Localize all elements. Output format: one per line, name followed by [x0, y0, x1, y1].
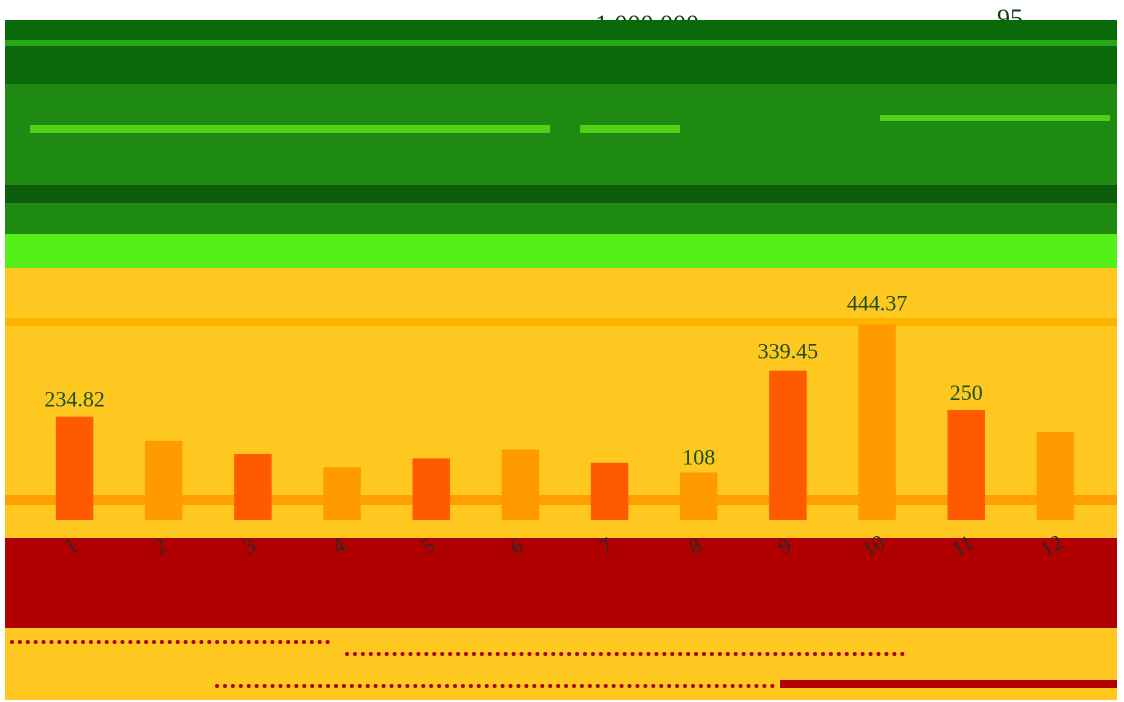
- red-dotted-line-2: [345, 620, 905, 628]
- green-stripe-3: [580, 125, 680, 133]
- yellow-stripe-1: [5, 318, 1117, 326]
- x-tick-label: 2: [149, 532, 171, 559]
- x-tick-label: 7: [595, 532, 617, 559]
- x-tick-label: 6: [506, 532, 528, 559]
- bar-2: [145, 440, 183, 520]
- data-label: 250: [950, 380, 983, 405]
- x-tick-label: 12: [1036, 529, 1068, 562]
- yellow-band: [5, 268, 1117, 538]
- x-tick-label: 4: [327, 532, 349, 559]
- data-label: 234.82: [44, 387, 105, 412]
- bar-8: [680, 472, 718, 520]
- green-stripe-5: [5, 185, 1117, 203]
- x-tick-label: 5: [416, 532, 438, 559]
- x-tick-label: 10: [858, 529, 890, 562]
- bar-11: [947, 410, 985, 520]
- red-dotted-line-3: [345, 652, 905, 660]
- bar-1: [55, 416, 94, 520]
- green-mid-band: [5, 84, 1117, 234]
- green-dark-band: [5, 20, 1117, 84]
- data-label: 339.45: [758, 339, 819, 364]
- green-light-band: [5, 234, 1117, 268]
- green-stripe-2: [30, 125, 550, 133]
- red-band: [5, 538, 1117, 628]
- bar-3: [234, 454, 272, 520]
- green-stripe-4: [880, 115, 1110, 121]
- bar-9: [769, 370, 807, 520]
- red-dotted-line-4: [215, 684, 775, 692]
- data-label: 108: [682, 444, 715, 469]
- bar-5: [412, 458, 450, 520]
- bar-12: [1036, 432, 1075, 520]
- bar-10: [858, 324, 896, 520]
- x-tick-label: 11: [947, 529, 978, 561]
- green-stripe-1: [5, 40, 1117, 46]
- red-bar-bottom: [780, 680, 1117, 688]
- x-tick-label: 9: [773, 532, 795, 559]
- data-label: 444.37: [847, 290, 908, 315]
- x-tick-label: 1: [60, 532, 82, 559]
- bar-4: [323, 467, 361, 520]
- orange-stripe: [5, 495, 1117, 505]
- x-tick-label: 3: [238, 532, 260, 559]
- bar-7: [590, 462, 629, 520]
- bar-6: [501, 449, 540, 520]
- x-tick-label: 8: [684, 532, 706, 559]
- red-dotted-line-1: [10, 640, 330, 648]
